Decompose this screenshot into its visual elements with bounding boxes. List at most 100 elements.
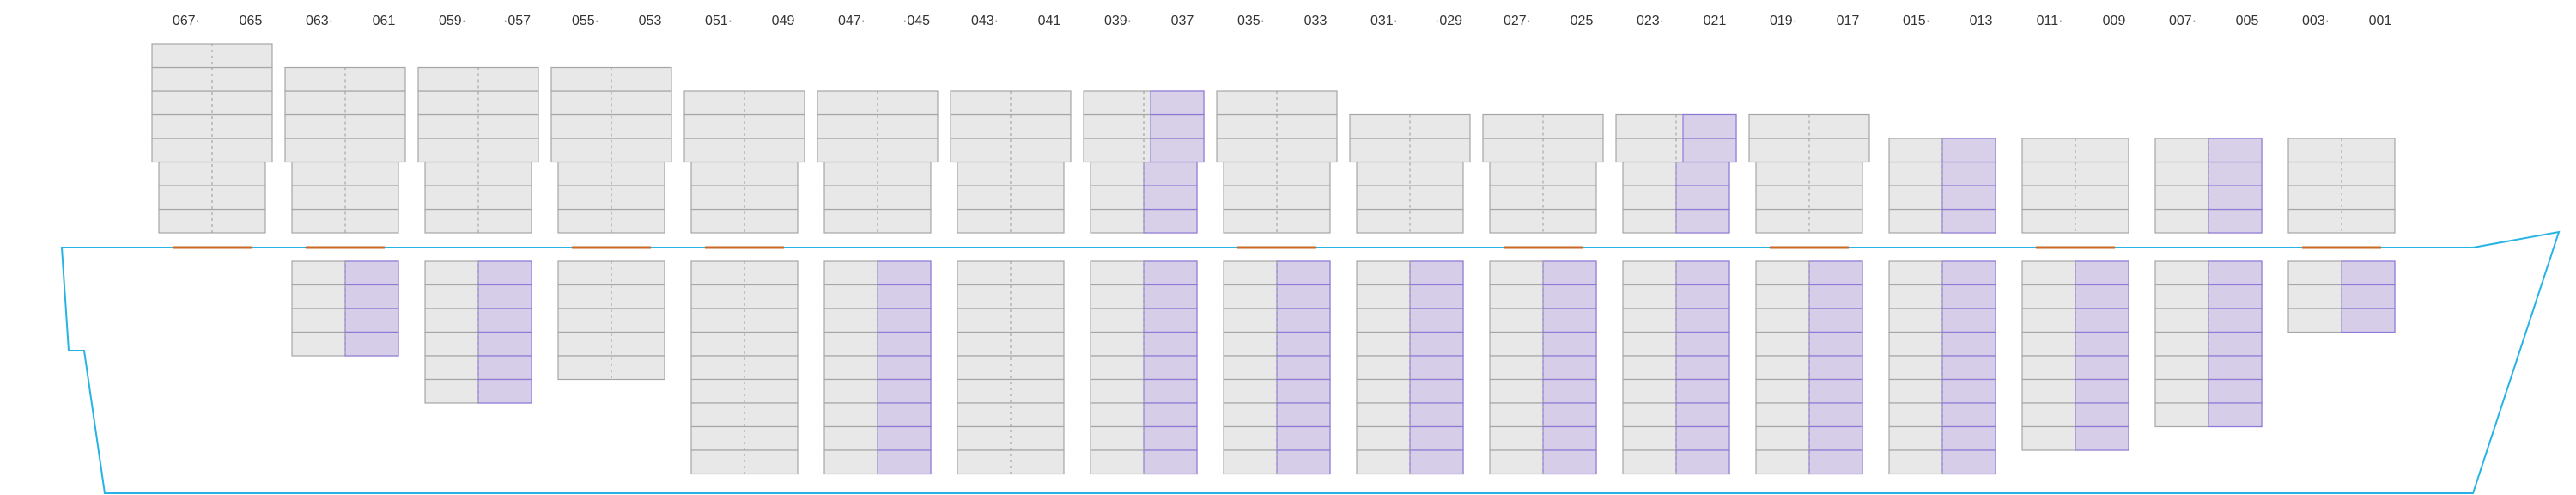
hold-slot-assigned [1675, 378, 1730, 404]
deck-slot-assigned [1941, 161, 1996, 186]
deck-slot-assigned [1941, 138, 1996, 163]
deck-slot-assigned [1150, 90, 1205, 116]
hold-slot-assigned [1675, 425, 1730, 451]
hold-slot-assigned [1276, 355, 1331, 381]
hold-slot-assigned [1409, 425, 1464, 451]
bay-label-right: ·045 [902, 14, 930, 28]
hold-slot-assigned [2208, 402, 2263, 428]
hold-slot-assigned [2341, 308, 2396, 333]
hold-slot-assigned [1675, 284, 1730, 309]
hold-slot-assigned [1409, 449, 1464, 475]
hold-slot-assigned [1941, 260, 1996, 286]
hold-slot-assigned [477, 308, 532, 333]
hold-slot-assigned [1941, 308, 1996, 333]
deck-slot-assigned [2208, 208, 2263, 234]
hold-slot-assigned [477, 284, 532, 309]
hold-slot-assigned [1941, 425, 1996, 451]
bay-053 [550, 66, 672, 381]
bay-label-right: 001 [2369, 14, 2392, 28]
bay-·045 [817, 90, 939, 475]
bay-label-right: 013 [1970, 14, 1993, 28]
deck-slot-assigned [1675, 208, 1730, 234]
bay-label-left: 027· [1504, 14, 1531, 28]
bay-037 [1083, 90, 1205, 475]
hold-slot-assigned [1409, 260, 1464, 286]
hold-slot-assigned [1143, 449, 1198, 475]
hold-slot-assigned [1808, 355, 1863, 381]
hold-slot-assigned [1542, 284, 1597, 309]
hold-slot-assigned [1675, 402, 1730, 428]
hold-slot-assigned [1542, 260, 1597, 286]
deck-slot-assigned [1143, 208, 1198, 234]
hold-slot-assigned [1276, 425, 1331, 451]
deck-slot [158, 161, 266, 186]
hold-slot-assigned [1941, 449, 1996, 475]
hold-slot-assigned [877, 402, 932, 428]
bay-label-right: ·057 [503, 14, 531, 28]
hold-slot-assigned [1276, 260, 1331, 286]
hold-slot-assigned [2208, 355, 2263, 381]
hold-slot-assigned [1675, 308, 1730, 333]
bay-label-left: 051· [705, 14, 732, 28]
hold-slot-assigned [1542, 402, 1597, 428]
deck-slot-assigned [1675, 185, 1730, 211]
bay-001 [2287, 138, 2396, 333]
hold-slot-assigned [2341, 284, 2396, 309]
bay-label-left: 067· [173, 14, 200, 28]
hold-slot-assigned [1143, 355, 1198, 381]
hold-slot-assigned [877, 260, 932, 286]
deck-slot-assigned [2208, 138, 2263, 163]
hold-slot-assigned [2075, 260, 2129, 286]
ship-hull-outline [60, 230, 2561, 494]
hold-slot-assigned [1276, 331, 1331, 357]
hold-slot-assigned [477, 355, 532, 381]
bay-label-right: 041 [1038, 14, 1061, 28]
hold-slot-assigned [1409, 378, 1464, 404]
hold-slot-assigned [877, 308, 932, 333]
bay-label-right: ·029 [1435, 14, 1462, 28]
bay-label-right: 049 [772, 14, 795, 28]
hold-slot-assigned [477, 331, 532, 357]
hold-slot-assigned [877, 355, 932, 381]
hold-slot-assigned [877, 331, 932, 357]
deck-slot-assigned [1682, 113, 1737, 139]
bay-009 [2021, 138, 2129, 451]
hold-slot-assigned [2208, 331, 2263, 357]
hold-slot-assigned [1675, 260, 1730, 286]
hold-slot-assigned [1409, 331, 1464, 357]
hold-slot-assigned [1941, 284, 1996, 309]
bay-021 [1615, 113, 1737, 475]
bay-017 [1748, 113, 1870, 475]
deck-slot [1216, 113, 1338, 139]
bay-013 [1888, 138, 1996, 475]
deck-slot-assigned [1143, 185, 1198, 211]
bay-label-left: 035· [1237, 14, 1265, 28]
deck-slot-assigned [1150, 138, 1205, 163]
hold-slot-assigned [2075, 402, 2129, 428]
hold-slot-assigned [1542, 331, 1597, 357]
bay-label-left: 015· [1903, 14, 1930, 28]
hold-slot-assigned [2208, 284, 2263, 309]
hold-slot-assigned [344, 331, 399, 357]
hold-slot-assigned [1941, 378, 1996, 404]
bay-label-left: 043· [971, 14, 999, 28]
hold-slot-assigned [877, 425, 932, 451]
hold-slot-assigned [1276, 308, 1331, 333]
deck-slot-assigned [1675, 161, 1730, 186]
bay-label-right: 025 [1571, 14, 1594, 28]
bay-label-right: 005 [2236, 14, 2259, 28]
hold-slot-assigned [1542, 378, 1597, 404]
hold-slot-assigned [2075, 355, 2129, 381]
hold-slot-assigned [1143, 425, 1198, 451]
hold-slot [957, 355, 1065, 381]
bay-065 [151, 43, 273, 234]
hold-slot-assigned [1143, 308, 1198, 333]
bay-label-left: 039· [1104, 14, 1132, 28]
hold-slot-assigned [1808, 425, 1863, 451]
deck-slot-assigned [1150, 113, 1205, 139]
bay-label-right: 009 [2103, 14, 2126, 28]
bay-label-left: 055· [572, 14, 599, 28]
hold-slot-assigned [1409, 308, 1464, 333]
hold-slot-assigned [1675, 355, 1730, 381]
hold-slot [957, 260, 1065, 286]
